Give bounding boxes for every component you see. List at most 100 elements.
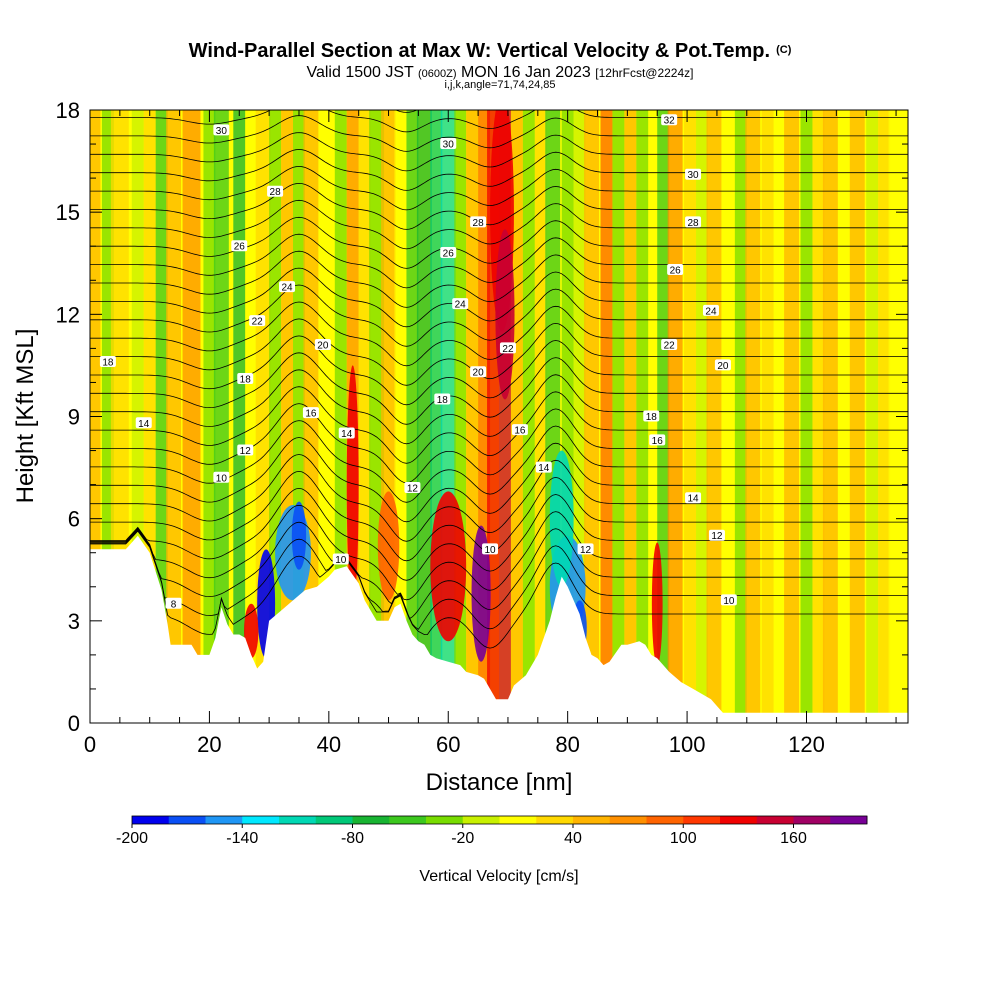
- velocity-core: [377, 491, 400, 601]
- y-tick-label: 12: [56, 302, 80, 327]
- velocity-streak: [561, 110, 574, 723]
- velocity-streak: [706, 110, 722, 723]
- colorbar-tick-label: 160: [780, 830, 807, 847]
- contour-label: 20: [314, 338, 331, 351]
- x-tick-label: 120: [788, 732, 825, 757]
- x-tick-label: 60: [436, 732, 460, 757]
- contour-label: 28: [470, 216, 487, 229]
- y-tick-label: 15: [56, 200, 80, 225]
- velocity-streak: [416, 110, 432, 723]
- contour-label: 26: [231, 240, 248, 253]
- velocity-streak: [866, 110, 879, 723]
- svg-text:12: 12: [580, 545, 592, 556]
- colorbar-swatch: [279, 816, 317, 824]
- contour-label: 24: [279, 281, 296, 294]
- y-axis-label: Height [Kft MSL]: [12, 329, 39, 504]
- velocity-streak: [143, 110, 156, 723]
- theta-contour: [90, 530, 908, 649]
- contour-label: 30: [213, 124, 230, 137]
- velocity-streak: [636, 110, 649, 723]
- contour-label: 26: [440, 247, 457, 260]
- theta-contour: [90, 454, 908, 542]
- contour-label: 30: [685, 168, 702, 181]
- colorbar-swatch: [352, 816, 390, 824]
- contour-label: 12: [577, 543, 594, 556]
- y-axis: 0 3 6 9 12 15 18: [56, 98, 908, 736]
- colorbar-tick-label: -140: [226, 830, 258, 847]
- theta-contour: [90, 403, 908, 484]
- contour-label: 16: [649, 434, 666, 447]
- velocity-core: [291, 501, 307, 570]
- colorbar-swatch: [720, 816, 758, 824]
- contour-label: 32: [661, 114, 678, 127]
- theta-contour: [90, 182, 908, 230]
- svg-text:16: 16: [652, 436, 664, 447]
- colorbar-swatch: [536, 816, 574, 824]
- colorbar-tick-label: -80: [341, 830, 364, 847]
- svg-text:14: 14: [341, 429, 353, 440]
- colorbar-swatch: [389, 816, 427, 824]
- colorbar-swatch: [683, 816, 721, 824]
- colorbar-swatch: [132, 816, 170, 824]
- velocity-streak: [182, 110, 201, 723]
- colorbar: -200 -140 -80 -20 40 100 160: [116, 815, 868, 847]
- svg-text:14: 14: [538, 463, 550, 474]
- velocity-streak: [131, 110, 144, 723]
- contour-label: 28: [267, 185, 284, 198]
- svg-text:22: 22: [664, 340, 676, 351]
- velocity-streak: [624, 110, 637, 723]
- svg-text:28: 28: [270, 187, 282, 198]
- svg-text:14: 14: [687, 494, 699, 505]
- theta-contour: [90, 149, 908, 191]
- svg-text:10: 10: [484, 545, 496, 556]
- contour-label: 14: [338, 427, 355, 440]
- colorbar-swatch: [168, 816, 206, 824]
- velocity-streak: [812, 110, 825, 723]
- svg-text:12: 12: [407, 484, 419, 495]
- colorbar-swatch: [242, 816, 280, 824]
- velocity-streak: [534, 110, 547, 723]
- colorbar-swatch: [315, 816, 353, 824]
- velocity-streak: [745, 110, 761, 723]
- velocity-streak: [203, 110, 216, 723]
- svg-text:22: 22: [252, 317, 264, 328]
- theta-contour: [90, 521, 908, 620]
- velocity-core: [346, 365, 359, 604]
- velocity-streak: [430, 110, 443, 723]
- velocity-streak: [454, 110, 467, 723]
- colorbar-label: Vertical Velocity [cm/s]: [419, 868, 578, 885]
- y-tick-label: 18: [56, 98, 80, 123]
- velocity-streak: [478, 110, 491, 723]
- velocity-streak: [667, 110, 683, 723]
- contour-label: 10: [482, 543, 499, 556]
- x-tick-label: 20: [197, 732, 221, 757]
- colorbar-swatch: [426, 816, 464, 824]
- velocity-core: [244, 603, 259, 659]
- theta-contour: [90, 110, 908, 133]
- svg-text:28: 28: [473, 218, 485, 229]
- svg-text:26: 26: [234, 242, 246, 253]
- svg-text:30: 30: [687, 170, 699, 181]
- contour-label: 22: [661, 338, 678, 351]
- contour-label: 22: [499, 342, 516, 355]
- theta-contour: [90, 216, 908, 269]
- svg-text:10: 10: [723, 596, 735, 607]
- svg-text:14: 14: [138, 419, 150, 430]
- x-tick-label: 0: [84, 732, 96, 757]
- velocity-streak: [293, 110, 305, 723]
- colorbar-swatch: [205, 816, 243, 824]
- contour-labels: 30 28 26 24 22 20 18 18 16 14 14 12 10 10 8 30 28 26 24 22 2…: [99, 114, 737, 610]
- contour-label: 28: [685, 216, 702, 229]
- contour-label: 14: [685, 492, 702, 505]
- velocity-streak: [358, 110, 371, 723]
- theta-contour: [90, 386, 908, 464]
- colorbar-swatch: [830, 816, 868, 824]
- velocity-streak: [734, 110, 747, 723]
- theta-contour: [90, 318, 908, 386]
- theta-contour: [90, 284, 908, 347]
- theta-contour: [90, 335, 908, 406]
- velocity-core: [430, 491, 467, 642]
- svg-text:18: 18: [240, 375, 252, 386]
- svg-text:24: 24: [281, 283, 293, 294]
- theta-contour: [90, 369, 908, 445]
